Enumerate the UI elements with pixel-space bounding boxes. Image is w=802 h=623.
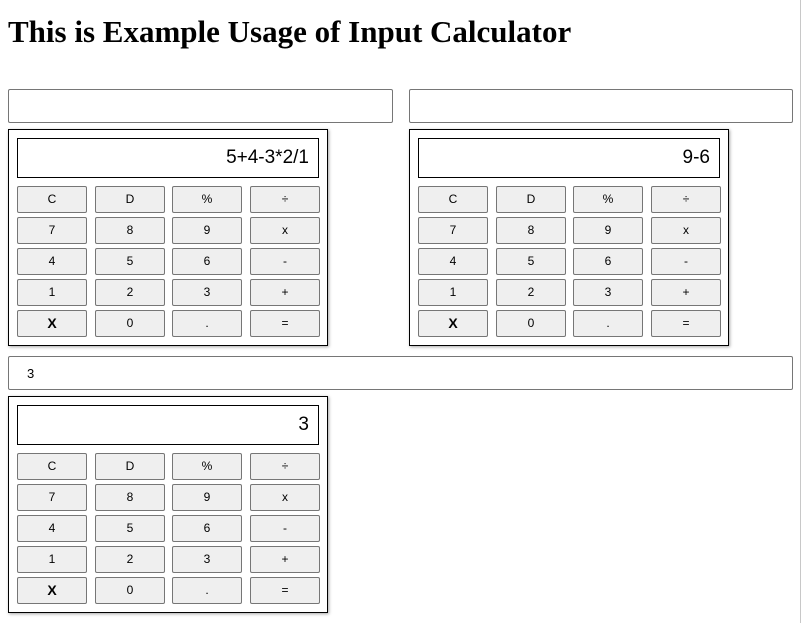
digit-7-button[interactable]: 7 — [17, 217, 87, 244]
clear-button[interactable]: C — [17, 453, 87, 480]
digit-3-button[interactable]: 3 — [172, 279, 242, 306]
multiply-button[interactable]: x — [250, 217, 320, 244]
calculator-input-1[interactable] — [8, 89, 393, 123]
digit-0-button[interactable]: 0 — [95, 577, 165, 604]
close-button[interactable]: X — [17, 310, 87, 337]
digit-4-button[interactable]: 4 — [418, 248, 488, 275]
decimal-button[interactable]: . — [172, 310, 242, 337]
decimal-button[interactable]: . — [573, 310, 643, 337]
percent-button[interactable]: % — [172, 186, 242, 213]
calculator-input-3[interactable] — [8, 356, 793, 390]
digit-5-button[interactable]: 5 — [95, 515, 165, 542]
equals-button[interactable]: = — [250, 310, 320, 337]
digit-3-button[interactable]: 3 — [573, 279, 643, 306]
calculator: 5+4-3*2/1 C D% ÷ 7 8 9 x 4 5 6- 1 2 3 + X 0. = — [8, 129, 328, 346]
delete-button[interactable]: D — [95, 453, 165, 480]
calculator-display: 5+4-3*2/1 — [17, 138, 319, 178]
equals-button[interactable]: = — [651, 310, 721, 337]
digit-5-button[interactable]: 5 — [95, 248, 165, 275]
digit-4-button[interactable]: 4 — [17, 515, 87, 542]
digit-6-button[interactable]: 6 — [573, 248, 643, 275]
digit-6-button[interactable]: 6 — [172, 515, 242, 542]
digit-8-button[interactable]: 8 — [95, 484, 165, 511]
digit-4-button[interactable]: 4 — [17, 248, 87, 275]
digit-7-button[interactable]: 7 — [418, 217, 488, 244]
calculator: 9-6 C D% ÷ 7 8 9 x 4 5 6- 1 2 3 + X 0. = — [409, 129, 729, 346]
multiply-button[interactable]: x — [250, 484, 320, 511]
digit-9-button[interactable]: 9 — [573, 217, 643, 244]
digit-8-button[interactable]: 8 — [95, 217, 165, 244]
delete-button[interactable]: D — [496, 186, 566, 213]
digit-0-button[interactable]: 0 — [496, 310, 566, 337]
subtract-button[interactable]: - — [250, 515, 320, 542]
close-button[interactable]: X — [418, 310, 488, 337]
close-button[interactable]: X — [17, 577, 87, 604]
percent-button[interactable]: % — [172, 453, 242, 480]
digit-5-button[interactable]: 5 — [496, 248, 566, 275]
equals-button[interactable]: = — [250, 577, 320, 604]
digit-8-button[interactable]: 8 — [496, 217, 566, 244]
subtract-button[interactable]: - — [250, 248, 320, 275]
clear-button[interactable]: C — [17, 186, 87, 213]
calculator-display: 9-6 — [418, 138, 720, 178]
calculator-input-2[interactable] — [409, 89, 793, 123]
digit-9-button[interactable]: 9 — [172, 484, 242, 511]
divide-button[interactable]: ÷ — [250, 186, 320, 213]
digit-1-button[interactable]: 1 — [17, 279, 87, 306]
decimal-button[interactable]: . — [172, 577, 242, 604]
divide-button[interactable]: ÷ — [651, 186, 721, 213]
digit-6-button[interactable]: 6 — [172, 248, 242, 275]
percent-button[interactable]: % — [573, 186, 643, 213]
calculator: 3 C D% ÷ 7 8 9 x 4 5 6-1 2 3 + X 0. = — [8, 396, 328, 613]
digit-2-button[interactable]: 2 — [95, 546, 165, 573]
add-button[interactable]: + — [651, 279, 721, 306]
digit-2-button[interactable]: 2 — [496, 279, 566, 306]
calculator-display: 3 — [17, 405, 319, 445]
add-button[interactable]: + — [250, 546, 320, 573]
subtract-button[interactable]: - — [651, 248, 721, 275]
multiply-button[interactable]: x — [651, 217, 721, 244]
window-edge — [800, 0, 801, 623]
digit-0-button[interactable]: 0 — [95, 310, 165, 337]
delete-button[interactable]: D — [95, 186, 165, 213]
digit-9-button[interactable]: 9 — [172, 217, 242, 244]
page-title: This is Example Usage of Input Calculato… — [8, 14, 572, 49]
digit-2-button[interactable]: 2 — [95, 279, 165, 306]
digit-7-button[interactable]: 7 — [17, 484, 87, 511]
digit-3-button[interactable]: 3 — [172, 546, 242, 573]
clear-button[interactable]: C — [418, 186, 488, 213]
digit-1-button[interactable]: 1 — [17, 546, 87, 573]
digit-1-button[interactable]: 1 — [418, 279, 488, 306]
add-button[interactable]: + — [250, 279, 320, 306]
divide-button[interactable]: ÷ — [250, 453, 320, 480]
